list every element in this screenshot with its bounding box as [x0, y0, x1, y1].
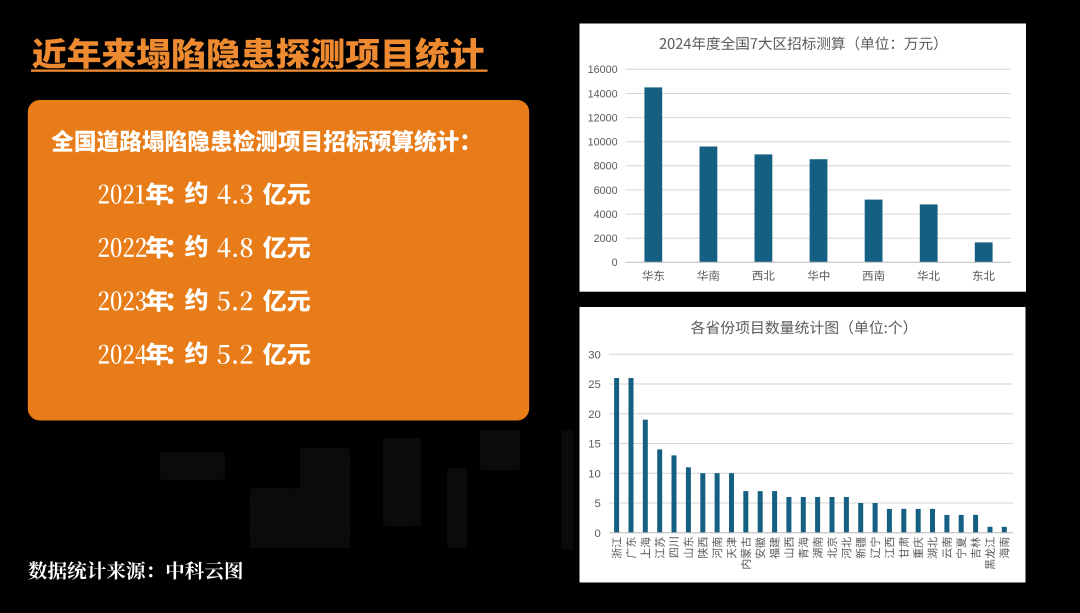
svg-text:10: 10	[588, 468, 601, 480]
svg-text:8000: 8000	[594, 161, 618, 173]
svg-text:12000: 12000	[588, 113, 618, 125]
svg-text:30: 30	[588, 349, 601, 361]
svg-text:10000: 10000	[588, 137, 618, 149]
svg-text:0: 0	[595, 528, 601, 540]
svg-text:5: 5	[595, 498, 601, 510]
svg-text:20: 20	[588, 409, 601, 421]
svg-text:25: 25	[588, 379, 601, 391]
svg-text:6000: 6000	[594, 185, 618, 197]
svg-text:14000: 14000	[588, 88, 618, 100]
svg-text:0: 0	[612, 257, 618, 269]
svg-text:4000: 4000	[594, 209, 618, 221]
svg-text:2000: 2000	[594, 233, 618, 245]
svg-text:16000: 16000	[588, 64, 618, 76]
svg-text:15: 15	[588, 439, 601, 451]
